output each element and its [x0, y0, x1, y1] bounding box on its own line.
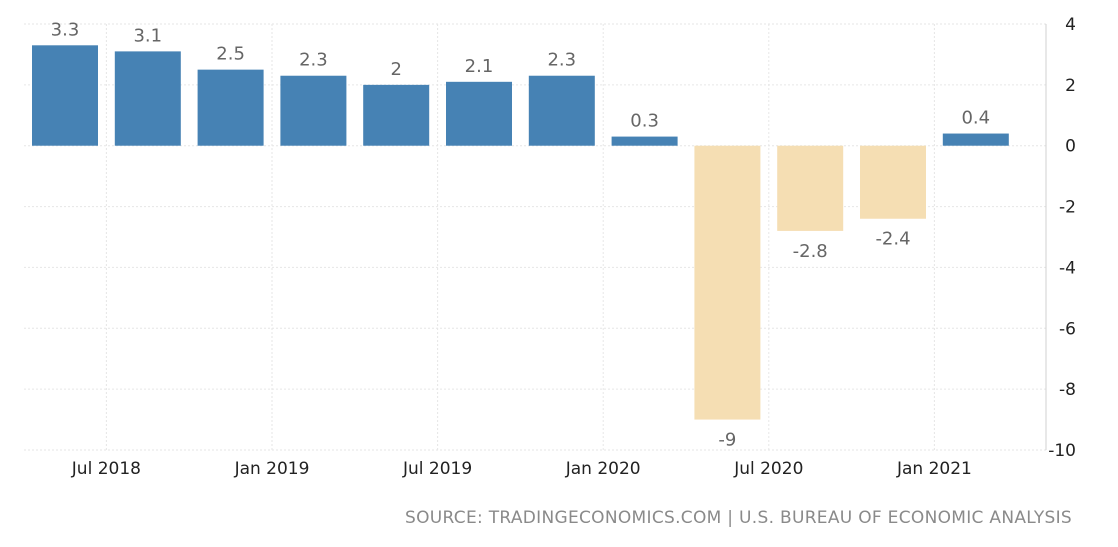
y-tick-label: -10 [1048, 441, 1076, 461]
bar-value-label: 2.1 [465, 56, 494, 77]
y-tick-label: 4 [1065, 15, 1076, 35]
y-tick-label: 2 [1065, 76, 1076, 96]
x-tick-label: Jul 2020 [733, 459, 803, 479]
x-tick-label: Jan 2020 [565, 459, 641, 479]
bar [942, 133, 1009, 146]
source-note: SOURCE: TRADINGECONOMICS.COM | U.S. BURE… [405, 508, 1072, 528]
bar [114, 51, 181, 146]
y-tick-label: -8 [1059, 380, 1076, 400]
bar-value-label: 2.3 [547, 50, 576, 71]
bar [197, 69, 264, 146]
bar-value-label: 3.1 [133, 25, 162, 46]
bar [694, 145, 761, 420]
x-tick-label: Jan 2021 [896, 459, 972, 479]
bar [32, 45, 98, 146]
bar [860, 145, 926, 219]
y-tick-label: 0 [1065, 137, 1076, 157]
bar [611, 136, 678, 146]
bar-value-label: 3.3 [51, 19, 80, 40]
y-tick-label: -4 [1059, 258, 1076, 278]
bar [280, 75, 347, 146]
x-tick-label: Jul 2019 [402, 459, 472, 479]
bar [446, 81, 512, 146]
x-tick-label: Jan 2019 [234, 459, 310, 479]
bar-value-label: 2.3 [299, 50, 328, 71]
bar [777, 145, 844, 231]
bar-value-label: 0.3 [630, 111, 659, 132]
bar-value-label: -9 [718, 430, 736, 451]
bar [528, 75, 595, 146]
bar-value-label: 2 [390, 59, 401, 80]
bar-value-label: 2.5 [216, 44, 245, 65]
bar-value-label: -2.4 [875, 229, 910, 250]
bar [363, 84, 430, 146]
bar-value-label: -2.8 [793, 241, 828, 262]
y-tick-label: -6 [1059, 319, 1076, 339]
x-tick-label: Jul 2018 [71, 459, 141, 479]
bar-value-label: 0.4 [961, 108, 990, 129]
y-tick-label: -2 [1059, 198, 1076, 218]
